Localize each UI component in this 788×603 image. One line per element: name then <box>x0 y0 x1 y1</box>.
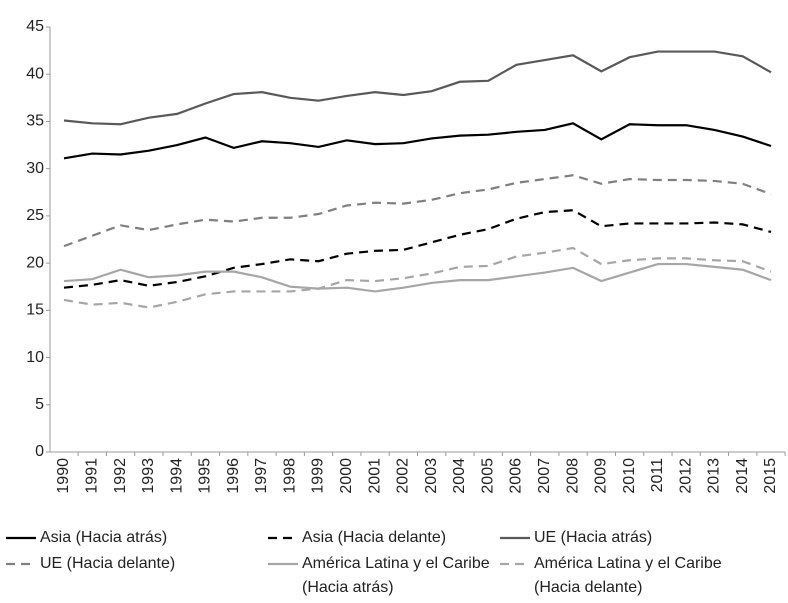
legend-swatch <box>6 536 36 540</box>
x-tick-label: 2000 <box>338 458 355 494</box>
y-tick-label: 20 <box>26 254 44 271</box>
series-line <box>63 262 772 293</box>
x-tick-label: 2003 <box>423 458 440 494</box>
x-tick-label: 2014 <box>734 458 751 494</box>
x-tick-label: 2009 <box>593 458 610 494</box>
series-line <box>63 174 772 248</box>
y-tick-label: 30 <box>26 160 44 177</box>
series-line <box>63 209 772 289</box>
x-tick-label: 1997 <box>253 458 270 494</box>
x-tick-label: 1992 <box>112 458 129 494</box>
x-tick-label: 1999 <box>310 458 327 494</box>
legend-label: UE (Hacia delante) <box>40 555 176 572</box>
x-tick-label: 1998 <box>281 458 298 494</box>
y-tick-label: 5 <box>35 396 44 413</box>
x-tick-label: 2001 <box>366 458 383 494</box>
legend-item: Asia (Hacia atrás) <box>6 526 230 550</box>
x-tick-label: 1995 <box>197 458 214 494</box>
x-tick-label: 1994 <box>168 458 185 494</box>
legend: Asia (Hacia atrás) Asia (Hacia delante) UE… <box>0 524 788 603</box>
x-tick-label: 2015 <box>762 458 779 494</box>
series-line <box>63 50 772 126</box>
x-tick-label: 1991 <box>83 458 100 494</box>
legend-item: América Latina y el Caribe (Hacia delant… <box>500 552 724 600</box>
series-line <box>63 122 772 160</box>
chart: 0 5 10 15 20 25 30 35 40 45 1990 1991 1992 1993 1994 19… <box>26 18 786 494</box>
x-tick-label: 2011 <box>649 458 666 493</box>
y-tick-label: 35 <box>26 113 44 130</box>
y-tick-label: 45 <box>26 18 44 35</box>
x-tick-label: 2012 <box>677 458 694 494</box>
x-tick-label: 2006 <box>508 458 525 494</box>
legend-label: Asia (Hacia delante) <box>302 529 447 546</box>
legend-item: UE (Hacia delante) <box>6 552 230 576</box>
legend-label: Asia (Hacia atrás) <box>40 529 168 546</box>
x-tick-label: 1990 <box>55 458 72 494</box>
y-tick-label: 40 <box>26 65 44 82</box>
legend-label: América Latina y el Caribe (Hacia atrás) <box>302 555 490 596</box>
legend-item: Asia (Hacia delante) <box>268 526 492 550</box>
legend-swatch <box>500 536 530 540</box>
x-tick-label: 2008 <box>564 458 581 494</box>
legend-item: UE (Hacia atrás) <box>500 526 724 550</box>
y-tick-label: 25 <box>26 207 44 224</box>
legend-swatch <box>6 562 36 566</box>
x-tick-label: 2004 <box>451 458 468 494</box>
y-tick-label: 10 <box>26 349 44 366</box>
x-tick-label: 2010 <box>621 458 638 494</box>
x-tick-label: 2002 <box>395 458 412 494</box>
legend-label: América Latina y el Caribe (Hacia delant… <box>534 555 722 596</box>
x-tick-label: 1996 <box>225 458 242 494</box>
y-tick-label: 0 <box>35 443 44 460</box>
y-tick-label: 15 <box>26 302 44 319</box>
legend-item: América Latina y el Caribe (Hacia atrás) <box>268 552 492 600</box>
x-tick-label: 2013 <box>706 458 723 494</box>
x-tick-label: 2005 <box>479 458 496 494</box>
x-tick-label: 2007 <box>536 458 553 494</box>
legend-swatch <box>500 562 530 566</box>
legend-swatch <box>268 536 298 540</box>
x-tick-label: 1993 <box>140 458 157 494</box>
legend-label: UE (Hacia atrás) <box>534 529 653 546</box>
legend-swatch <box>268 562 298 566</box>
series-line <box>63 246 772 309</box>
